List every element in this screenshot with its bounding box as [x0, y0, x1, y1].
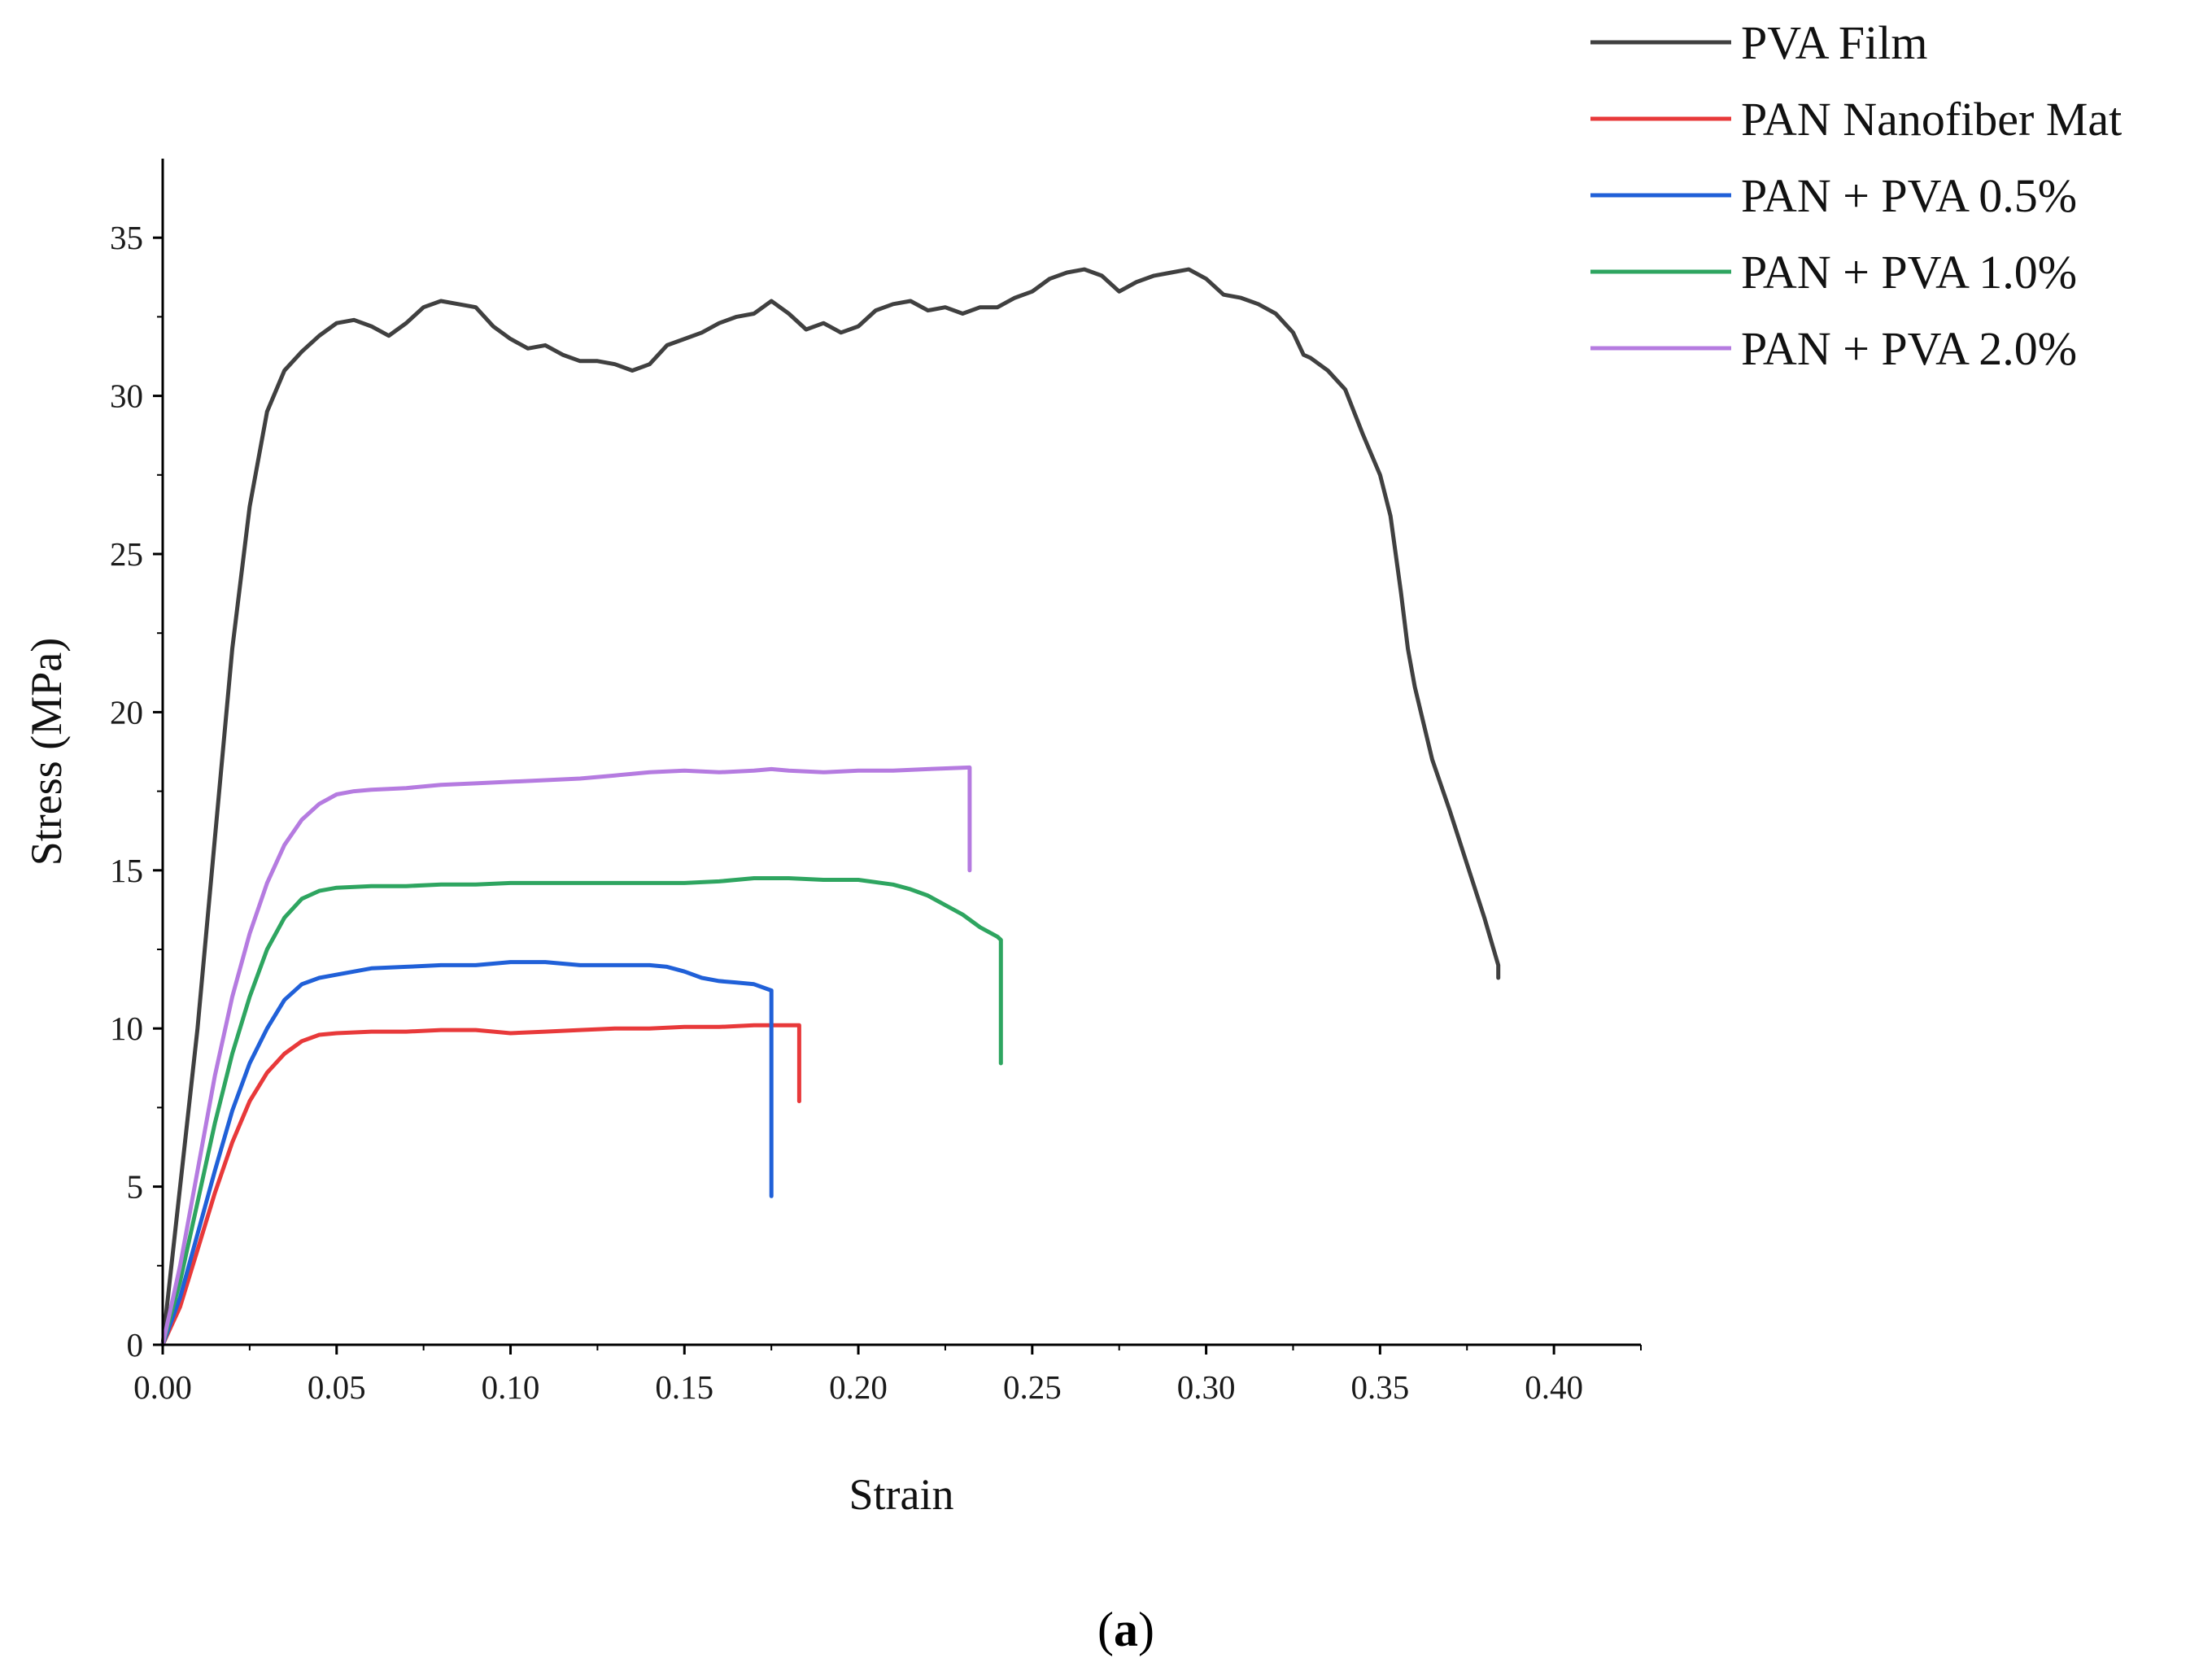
x-tick-label: 0.15: [655, 1368, 713, 1406]
x-tick-label: 0.35: [1350, 1368, 1409, 1406]
y-tick-label: 5: [127, 1168, 144, 1206]
y-axis-ticks: 0 5 10 15 20 25 30 35: [110, 219, 163, 1363]
x-tick-label: 0.20: [829, 1368, 888, 1406]
series-line-3: [160, 960, 774, 1347]
x-tick-label: 0.10: [482, 1368, 540, 1406]
x-axis-title: Strain: [849, 1470, 954, 1519]
y-tick-label: 15: [110, 852, 143, 889]
series-line-5: [160, 765, 972, 1347]
y-tick-label: 10: [110, 1010, 143, 1047]
x-tick-label: 0.05: [308, 1368, 366, 1406]
x-tick-label: 0.00: [133, 1368, 192, 1406]
legend-label: PAN Nanofiber Mat: [1741, 93, 2122, 146]
y-tick-label: 25: [110, 535, 143, 573]
x-tick-label: 0.25: [1003, 1368, 1062, 1406]
series-line-1: [160, 267, 1501, 1347]
series-line-4: [160, 876, 1003, 1347]
legend-label: PAN + PVA 2.0%: [1741, 322, 2077, 375]
y-tick-label: 30: [110, 377, 143, 415]
y-tick-label: 35: [110, 219, 143, 256]
series-line-2: [160, 1023, 801, 1347]
y-tick-label: 20: [110, 693, 143, 731]
x-tick-label: 0.30: [1177, 1368, 1236, 1406]
legend-label: PAN + PVA 0.5%: [1741, 169, 2077, 222]
legend-label: PAN + PVA 1.0%: [1741, 246, 2077, 299]
series-lines: [160, 267, 1501, 1347]
y-tick-label: 0: [127, 1326, 144, 1363]
panel-label: (a): [1097, 1603, 1154, 1656]
y-axis-title: Stress (MPa): [22, 638, 71, 866]
x-tick-label: 0.40: [1525, 1368, 1583, 1406]
legend-label: PVA Film: [1741, 16, 1927, 69]
legend: PVA Film PAN Nanofiber Mat PAN + PVA 0.5% P…: [1590, 16, 2122, 375]
x-axis-ticks: 0.00 0.05 0.10 0.15 0.20 0.25 0.30 0.35 0.40: [133, 1345, 1642, 1406]
